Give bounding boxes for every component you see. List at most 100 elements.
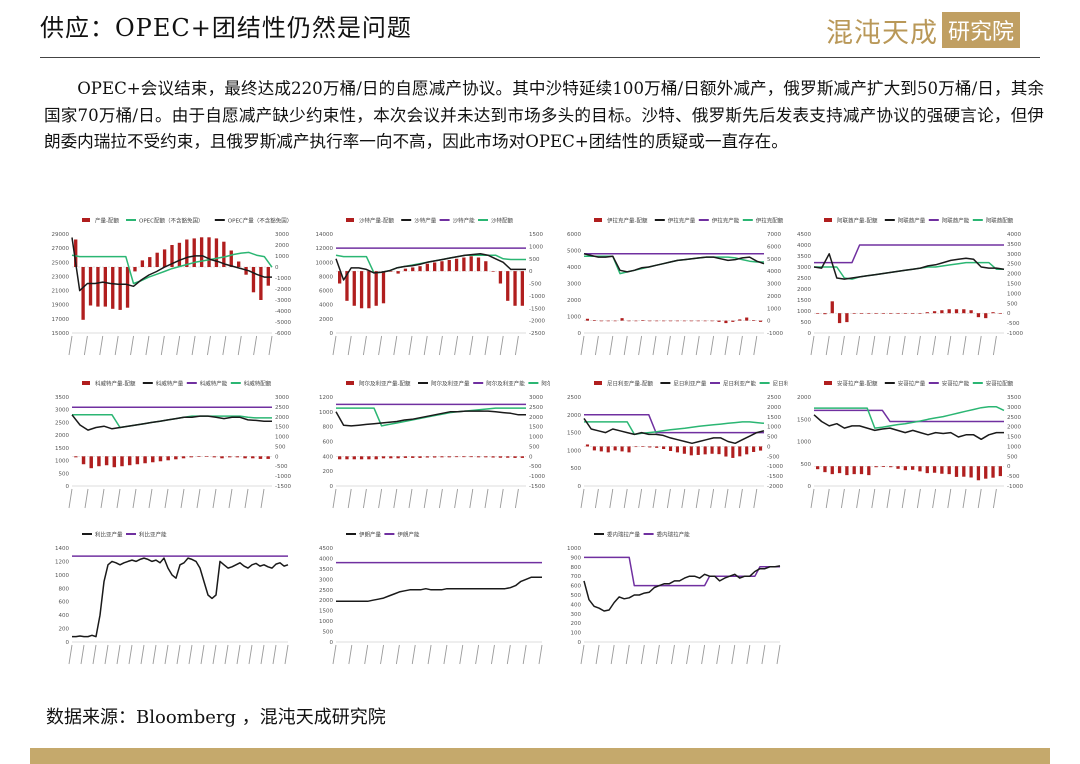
y-tick-label: 0 xyxy=(578,331,582,337)
x-tick-label xyxy=(475,644,480,665)
chart-svg: 利比亚产量 利比亚产能 1400 1200 1000 800 600 400 200 0 xyxy=(55,531,289,665)
y2-tick-label: 500 xyxy=(1007,301,1018,307)
bar xyxy=(81,456,86,465)
bar xyxy=(81,267,85,320)
x-tick-label xyxy=(228,488,233,509)
y-tick-label: 3000 xyxy=(797,265,811,271)
bar xyxy=(648,320,652,322)
x-tick-label xyxy=(244,488,249,509)
y-tick-label: 0 xyxy=(330,331,334,337)
x-tick-label xyxy=(348,644,353,665)
x-tick-label xyxy=(977,335,982,356)
bar xyxy=(911,466,915,470)
x-tick-label xyxy=(695,488,700,509)
x-tick-label xyxy=(393,335,398,356)
x-tick-label xyxy=(871,335,876,356)
y2-tick-label: 2000 xyxy=(529,415,543,421)
bar xyxy=(411,267,415,272)
y-tick-label: 3000 xyxy=(319,577,333,583)
bar xyxy=(235,456,240,458)
y-tick-label: 400 xyxy=(59,613,70,619)
bar xyxy=(189,456,193,458)
x-tick-label xyxy=(716,644,721,665)
series-line-black xyxy=(71,414,272,431)
y-tick-label: 1000 xyxy=(567,448,581,454)
legend-swatch xyxy=(824,381,832,385)
y-tick-label: 1500 xyxy=(797,417,811,423)
y-tick-label: 2500 xyxy=(319,588,333,594)
legend-label: 尼日利亚产量-配额 xyxy=(607,380,653,388)
bar xyxy=(96,267,100,307)
x-tick-label xyxy=(840,335,845,356)
legend-label: 阿联酋产能 xyxy=(942,217,970,225)
y-tick-label: 500 xyxy=(571,593,582,599)
x-tick-label xyxy=(272,644,277,665)
x-tick-label xyxy=(140,644,145,665)
y-tick-label: 2000 xyxy=(55,433,69,439)
bar xyxy=(396,271,400,274)
bar xyxy=(731,446,735,458)
bar xyxy=(662,320,666,322)
x-tick-label xyxy=(522,644,527,665)
x-tick-label xyxy=(164,644,169,665)
x-tick-label xyxy=(260,644,265,665)
bar xyxy=(359,271,364,309)
x-tick-label xyxy=(761,644,766,665)
y-tick-label: 14000 xyxy=(316,232,334,238)
bar xyxy=(592,320,596,321)
x-tick-label xyxy=(724,488,729,509)
y2-tick-label: -6000 xyxy=(275,331,291,337)
bar xyxy=(648,446,652,448)
bar xyxy=(954,466,959,477)
x-tick-label xyxy=(469,488,474,509)
legend-label: 沙特配额 xyxy=(491,217,514,225)
bar xyxy=(447,259,451,272)
y2-tick-label: 1500 xyxy=(1007,435,1021,441)
y2-tick-label: 2500 xyxy=(1007,415,1021,421)
bar xyxy=(454,258,459,272)
legend-label: OPEC配额（不含豁免国） xyxy=(139,217,203,225)
bar xyxy=(403,456,408,458)
y-tick-label: 3000 xyxy=(567,282,581,288)
chart-algeria: 阿尔及利亚产量-配额 阿尔及利亚产量 阿尔及利亚产能 阿尔及利亚配额 1200 1000 8… xyxy=(310,375,550,520)
y-tick-label: 1200 xyxy=(319,395,333,401)
y-tick-label: 500 xyxy=(571,466,582,472)
chart-svg: 阿尔及利亚产量-配额 阿尔及利亚产量 阿尔及利亚产能 阿尔及利亚配额 1200 1000 8… xyxy=(319,380,550,509)
x-tick-label xyxy=(116,488,121,509)
series-line-black xyxy=(335,410,526,427)
x-tick-label xyxy=(652,335,657,356)
x-tick-label xyxy=(681,335,686,356)
bar xyxy=(585,444,590,447)
x-tick-label xyxy=(128,644,133,665)
y2-tick-label: 2500 xyxy=(1007,262,1021,268)
logo-text: 混沌天成 xyxy=(826,17,938,49)
x-tick-label xyxy=(810,488,815,509)
bar xyxy=(251,456,255,459)
bar xyxy=(418,266,422,272)
bar xyxy=(984,466,988,479)
y2-tick-label: -2500 xyxy=(529,331,545,337)
y2-tick-label: 2500 xyxy=(529,405,543,411)
bar xyxy=(592,446,596,451)
x-tick-label xyxy=(686,644,690,665)
bar xyxy=(859,466,864,475)
legend-label: 沙特产量-配额 xyxy=(359,217,394,225)
x-tick-label xyxy=(724,335,729,356)
y2-tick-label: -1000 xyxy=(529,294,545,300)
series-line-purple xyxy=(584,414,764,434)
bar xyxy=(135,456,140,465)
x-tick-label xyxy=(130,335,134,356)
y-tick-label: 500 xyxy=(323,630,334,636)
bar xyxy=(641,320,645,321)
x-tick-label xyxy=(68,335,73,356)
bar xyxy=(689,320,693,322)
bar xyxy=(520,456,524,458)
y2-tick-label: 3000 xyxy=(275,232,289,238)
footer-bar xyxy=(30,748,1050,764)
y-tick-label: 23000 xyxy=(52,274,70,280)
chart-svg: 伊朗产量 伊朗产能 4500 4000 3500 3000 2500 2000 1500 1000… xyxy=(319,531,543,665)
y-tick-label: 1500 xyxy=(319,609,333,615)
x-tick-label xyxy=(825,335,830,356)
legend-label: 产量-配额 xyxy=(95,217,119,225)
y2-tick-label: 2000 xyxy=(767,294,781,300)
